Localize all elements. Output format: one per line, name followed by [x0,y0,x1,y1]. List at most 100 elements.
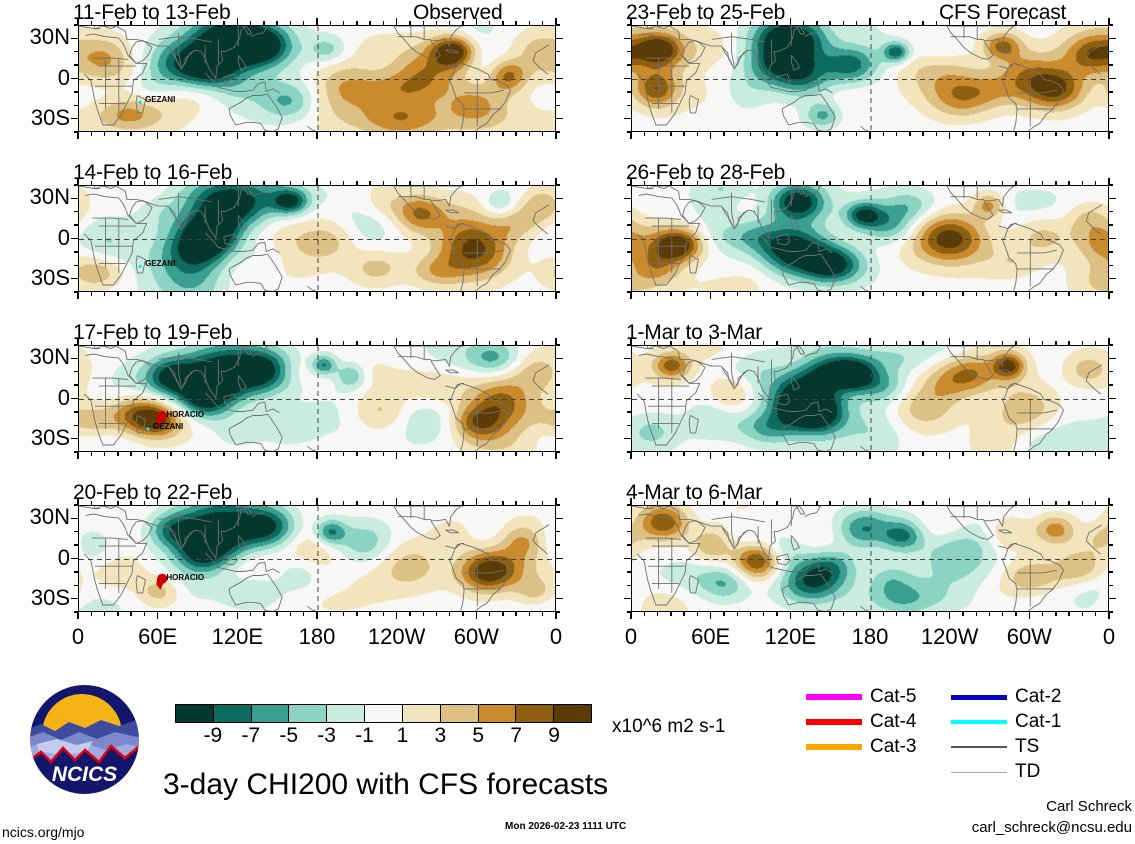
axis-tick [763,292,765,296]
axis-tick [236,338,239,345]
axis-tick [556,237,563,240]
colorbar-tick-label: 3 [434,724,447,747]
coastline [397,356,431,360]
axis-tick [749,181,752,185]
chi200-shading [79,186,555,291]
axis-tick [696,21,699,25]
axis-tick [627,544,631,546]
coastline [448,62,512,131]
axis-tick [556,611,560,613]
x-axis-tick-label: 60W [1006,624,1052,649]
axis-tick [627,531,631,533]
axis-tick [170,132,172,136]
axis-tick [515,181,517,185]
colorbar-tick-label: 1 [396,724,409,747]
axis-tick [1095,341,1097,345]
axis-tick [856,501,858,505]
coastline [93,186,101,190]
axis-tick [656,132,659,136]
coastline [92,377,129,380]
axis-tick [656,452,659,456]
axis-tick [435,612,438,616]
axis-tick [210,292,212,296]
axis-tick [988,181,991,185]
map-overlay [79,346,555,451]
axis-tick [909,612,911,616]
footer-author-email[interactable]: carl_schreck@ncsu.edu [971,819,1132,836]
axis-tick [316,338,318,345]
axis-tick [556,37,563,40]
coastline [101,506,117,510]
legend-label: Cat-2 [1015,686,1062,707]
chi200-shading [632,186,1108,291]
axis-tick [763,132,765,136]
axis-tick [627,24,631,26]
axis-tick [1028,178,1031,185]
axis-tick [542,341,544,345]
axis-tick [130,612,132,616]
colorbar-swatch [176,705,214,722]
y-axis-tick-label: 0 [57,544,70,570]
axis-tick [627,611,631,613]
axis-tick [249,292,252,296]
axis-tick [369,452,371,456]
axis-tick [1015,181,1017,185]
axis-tick [462,132,464,136]
axis-tick [1108,292,1110,299]
axis-tick [789,612,792,619]
axis-tick [1055,612,1057,616]
axis-tick [789,132,792,139]
axis-tick [683,181,685,185]
axis-tick [77,178,79,185]
coastline [237,375,247,391]
axis-tick [210,181,212,185]
axis-tick [1109,91,1113,93]
coastline [998,382,1018,390]
axis-tick [515,21,517,25]
axis-tick [196,501,199,505]
coastline [681,200,706,224]
axis-tick [1109,277,1116,280]
y-axis-tick-label: 0 [57,64,70,90]
axis-tick [922,132,924,136]
coastline [135,415,146,434]
axis-tick [488,452,491,456]
axis-tick [556,584,560,586]
panel-title: 4-Mar to 6-Mar [626,481,763,504]
coastline [757,392,833,414]
axis-tick [555,18,557,25]
axis-tick [77,132,79,139]
legend-label: Cat-4 [870,711,917,732]
axis-tick [856,21,858,25]
axis-tick [556,344,560,346]
colorbar-swatch [327,705,366,722]
axis-tick [1081,341,1084,345]
axis-tick [749,501,752,505]
axis-tick [249,612,252,616]
colorbar-swatch [478,705,517,722]
axis-tick [1041,292,1044,296]
coastline [101,26,117,30]
axis-tick [71,277,78,280]
axis-tick [156,132,159,139]
axis-tick [556,397,563,400]
axis-tick [143,341,146,345]
axis-tick [948,498,951,505]
axis-tick [882,612,884,616]
axis-tick [71,77,78,80]
axis-tick [1028,18,1031,25]
axis-tick [1015,341,1017,345]
axis-tick [1028,292,1031,299]
axis-tick [289,132,292,136]
axis-tick [895,21,898,25]
axis-tick [962,341,964,345]
axis-tick [71,197,78,200]
axis-tick [90,612,92,616]
axis-tick [263,292,265,296]
footer-website-url[interactable]: ncics.org/mjo [2,824,85,840]
axis-tick [74,451,78,453]
axis-tick [869,292,871,299]
axis-tick [627,411,631,413]
axis-tick [1028,612,1031,619]
coastline [646,346,654,350]
